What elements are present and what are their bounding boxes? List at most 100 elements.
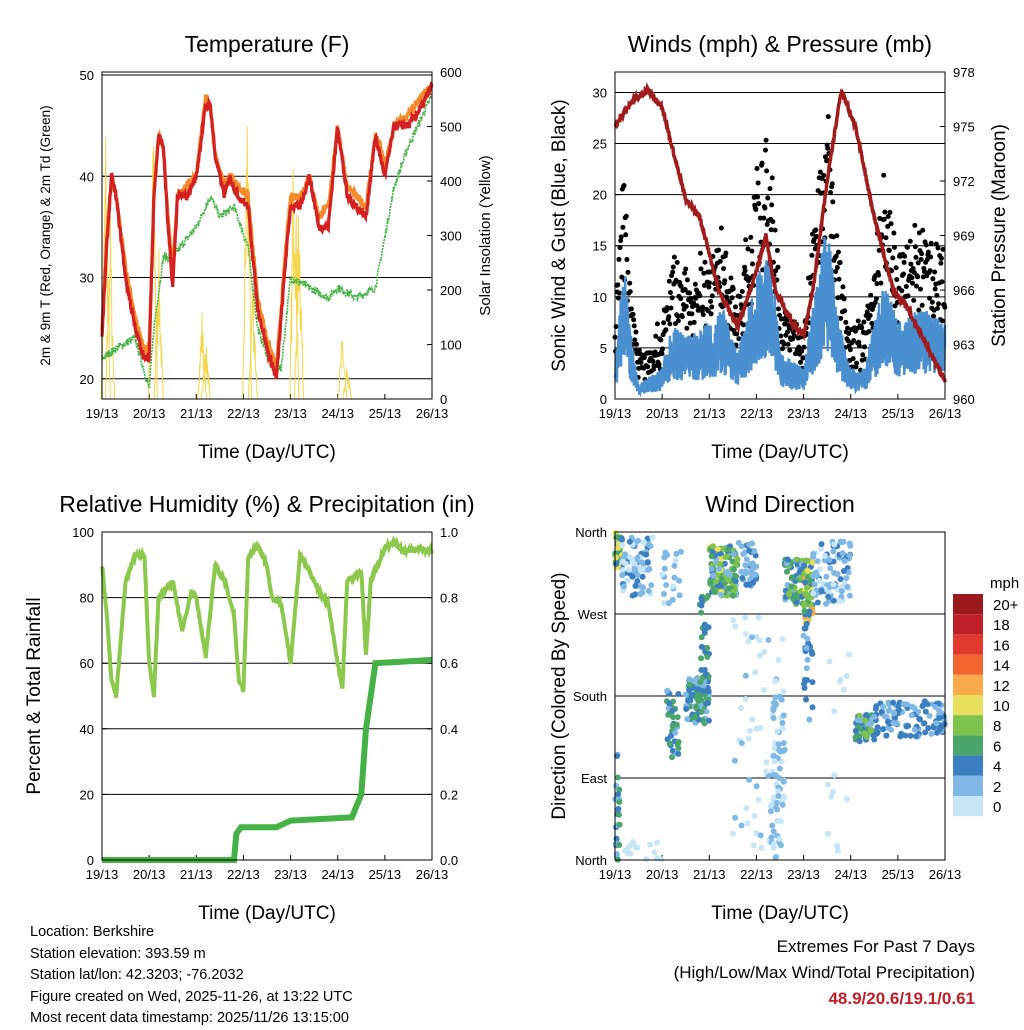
legend-swatch <box>953 695 983 716</box>
extremes-title: Extremes For Past 7 Days <box>776 937 975 956</box>
direction-point <box>780 712 787 719</box>
direction-point <box>793 599 800 606</box>
direction-point <box>671 574 678 581</box>
solar-line <box>247 292 258 400</box>
direction-point <box>775 793 782 800</box>
direction-point <box>793 591 800 598</box>
direction-point <box>806 716 813 723</box>
direction-point <box>770 706 777 713</box>
direction-point <box>774 788 781 795</box>
direction-point <box>675 750 682 757</box>
direction-point <box>916 715 923 722</box>
direction-point <box>644 535 651 542</box>
direction-point <box>911 705 918 712</box>
gust-point <box>765 195 771 201</box>
gust-point <box>829 181 835 187</box>
direction-point <box>880 703 887 710</box>
direction-point <box>772 677 779 684</box>
y-tick-label: 100 <box>72 525 94 540</box>
gust-point <box>624 257 630 263</box>
gust-point <box>749 261 755 267</box>
gust-point <box>845 325 851 331</box>
gust-point <box>670 269 676 275</box>
gust-point <box>661 320 667 326</box>
pressure-series <box>613 81 947 383</box>
direction-point <box>698 643 705 650</box>
direction-point <box>718 591 725 598</box>
gust-point <box>833 268 839 274</box>
direction-point <box>632 583 639 590</box>
x-tick-label: 21/13 <box>180 867 213 882</box>
gust-point <box>658 337 664 343</box>
gust-point <box>650 358 656 364</box>
gust-point <box>935 245 941 251</box>
direction-point <box>724 546 731 553</box>
gust-point <box>772 227 778 233</box>
extremes-box: Extremes For Past 7 Days (High/Low/Max W… <box>674 934 975 1012</box>
direction-point <box>846 540 853 547</box>
direction-point <box>873 730 880 737</box>
direction-point <box>779 636 786 643</box>
winds-panel: Winds (mph) & Pressure (mb) Time (Day/UTC… <box>549 31 1010 463</box>
direction-point <box>738 543 745 550</box>
y-tick-label: West <box>578 607 608 622</box>
direction-point <box>775 741 782 748</box>
gust-point <box>632 337 638 343</box>
direction-point <box>622 560 629 567</box>
gust-point <box>716 247 722 253</box>
y-tick-label-right: 969 <box>953 229 975 244</box>
direction-point <box>801 625 808 632</box>
gust-point <box>893 265 899 271</box>
direction-point <box>770 828 777 835</box>
direction-point <box>753 783 760 790</box>
gust-point <box>928 240 934 246</box>
direction-point <box>620 583 627 590</box>
direction-point <box>818 546 825 553</box>
gust-point <box>925 249 931 255</box>
direction-point <box>830 548 837 555</box>
gust-point <box>887 209 893 215</box>
direction-point <box>895 702 902 709</box>
direction-point <box>616 842 623 849</box>
direction-point <box>647 841 654 848</box>
direction-point <box>666 700 673 707</box>
direction-point <box>671 562 678 569</box>
gust-point <box>691 300 697 306</box>
temperature-panel: Temperature (F) Time (Day/UTC) 19/13 20/13 2… <box>38 31 494 463</box>
gust-point <box>834 264 840 270</box>
direction-point <box>732 623 739 630</box>
direction-point <box>730 830 737 837</box>
direction-point <box>834 847 841 854</box>
gust-point <box>932 286 938 292</box>
gust-point <box>633 329 639 335</box>
direction-point <box>669 722 676 729</box>
direction-point <box>746 776 753 783</box>
direction-point <box>613 835 620 842</box>
gust-point <box>778 333 784 339</box>
direction-point <box>856 738 863 745</box>
x-tick-label: 22/13 <box>740 406 773 421</box>
direction-point <box>730 617 737 624</box>
gust-point <box>641 355 647 361</box>
direction-point <box>821 552 828 559</box>
gust-point <box>667 289 673 295</box>
direction-point <box>708 565 715 572</box>
gust-point <box>809 252 815 258</box>
direction-point <box>908 712 915 719</box>
gust-point <box>623 213 629 219</box>
gust-point <box>923 242 929 248</box>
gust-point <box>615 295 621 301</box>
x-tick-label: 24/13 <box>321 406 354 421</box>
gust-point <box>817 169 823 175</box>
direction-point <box>821 557 828 564</box>
direction-point <box>714 546 721 553</box>
direction-point <box>648 582 655 589</box>
gust-point <box>706 284 712 290</box>
x-tick-label: 26/13 <box>929 406 962 421</box>
direction-point <box>769 822 776 829</box>
gust-point <box>663 327 669 333</box>
gust-point <box>883 235 889 241</box>
legend-swatch <box>953 634 983 655</box>
legend-label: 14 <box>993 658 1010 675</box>
direction-point <box>684 716 691 723</box>
